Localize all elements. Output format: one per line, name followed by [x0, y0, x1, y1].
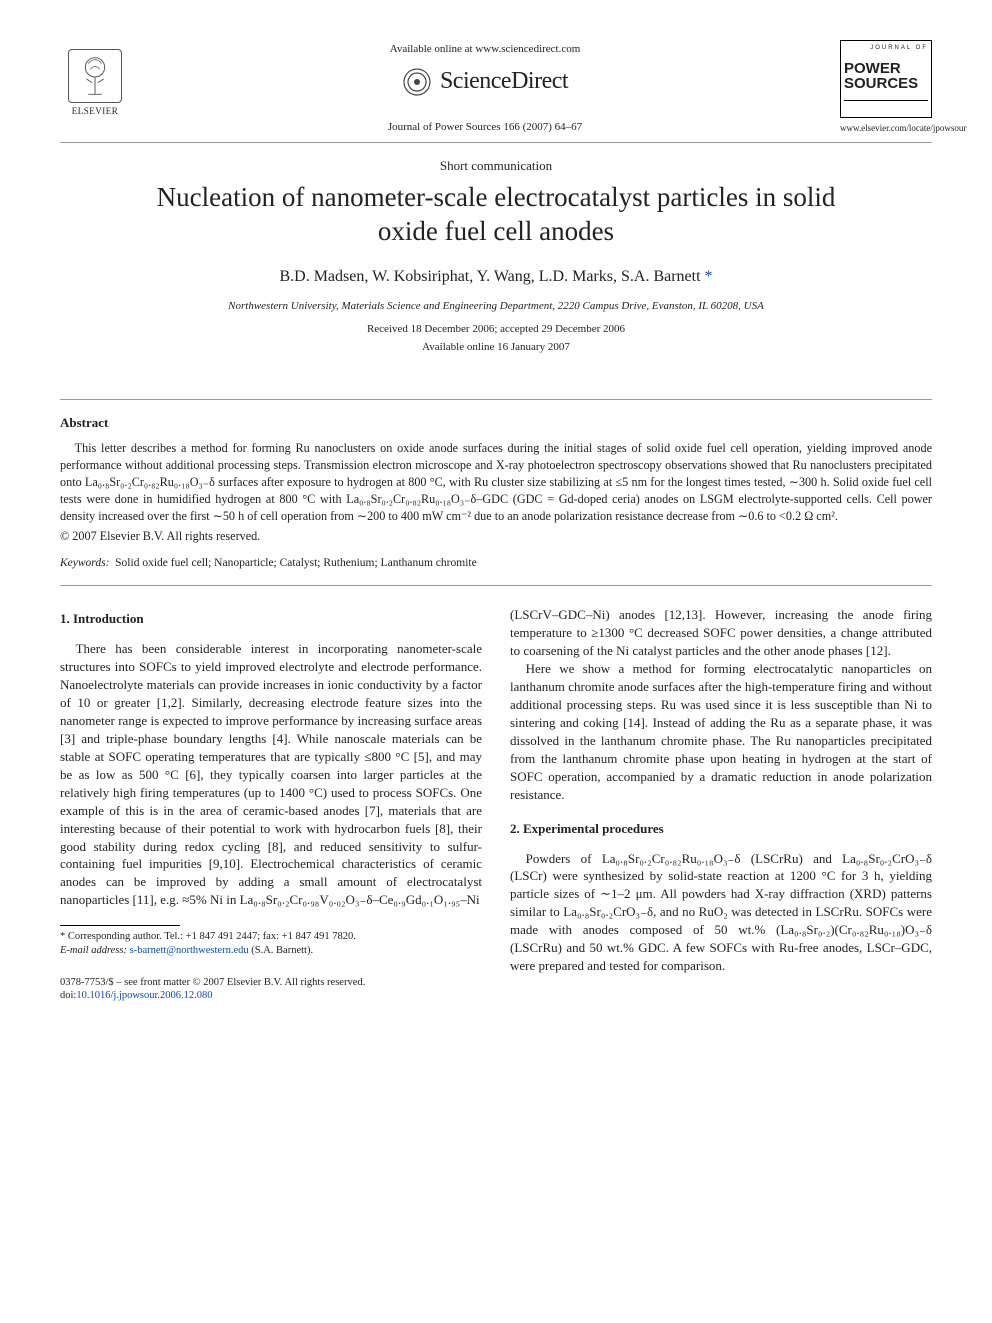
- footnote-rule: [60, 925, 180, 926]
- header-top-row: ELSEVIER Available online at www.science…: [60, 40, 932, 136]
- abstract-copyright: © 2007 Elsevier B.V. All rights reserved…: [60, 528, 932, 545]
- elsevier-tree-icon: [68, 49, 122, 103]
- sciencedirect-swirl-icon: [402, 67, 432, 97]
- sciencedirect-wordmark: ScienceDirect: [440, 65, 568, 99]
- corresponding-author-mark[interactable]: *: [705, 268, 713, 285]
- section-heading-introduction: 1. Introduction: [60, 610, 482, 628]
- experimental-paragraph-1: Powders of La₀.₈Sr₀.₂Cr₀.₈₂Ru₀.₁₈O₃₋δ (L…: [510, 850, 932, 976]
- footnote-email-row: E-mail address: s-barnett@northwestern.e…: [60, 944, 482, 958]
- footnote-email-label: E-mail address:: [60, 945, 127, 956]
- keywords-label: Keywords:: [60, 557, 109, 569]
- journal-logo-title: POWERSOURCES: [844, 61, 928, 91]
- abstract-block: Abstract This letter describes a method …: [60, 399, 932, 586]
- journal-url: www.elsevier.com/locate/jpowsour: [840, 122, 932, 135]
- doi-link[interactable]: 10.1016/j.jpowsour.2006.12.080: [76, 990, 212, 1001]
- received-line: Received 18 December 2006; accepted 29 D…: [60, 322, 932, 337]
- right-column: (LSCrV–GDC–Ni) anodes [12,13]. However, …: [510, 606, 932, 1003]
- journal-logo: JOURNAL OF POWERSOURCES www.elsevier.com…: [840, 40, 932, 135]
- journal-logo-box: JOURNAL OF POWERSOURCES: [840, 40, 932, 118]
- doi-line: doi:10.1016/j.jpowsour.2006.12.080: [60, 989, 482, 1003]
- corresponding-footnote: * Corresponding author. Tel.: +1 847 491…: [60, 930, 482, 957]
- journal-logo-overline: JOURNAL OF: [844, 44, 928, 52]
- author-list: B.D. Madsen, W. Kobsiriphat, Y. Wang, L.…: [60, 266, 932, 288]
- sciencedirect-logo: ScienceDirect: [402, 65, 568, 99]
- doi-prefix: doi:: [60, 990, 76, 1001]
- issn-copyright-line: 0378-7753/$ – see front matter © 2007 El…: [60, 976, 482, 990]
- intro-paragraph-2: Here we show a method for forming electr…: [510, 660, 932, 804]
- publisher-logo: ELSEVIER: [60, 40, 130, 118]
- publisher-name: ELSEVIER: [72, 105, 119, 118]
- intro-paragraph-1-continued: (LSCrV–GDC–Ni) anodes [12,13]. However, …: [510, 606, 932, 660]
- affiliation: Northwestern University, Materials Scien…: [60, 299, 932, 314]
- header-center: Available online at www.sciencedirect.co…: [130, 40, 840, 136]
- article-header: ELSEVIER Available online at www.science…: [60, 40, 932, 385]
- article-title: Nucleation of nanometer-scale electrocat…: [130, 181, 862, 249]
- abstract-heading: Abstract: [60, 414, 932, 432]
- front-matter-meta: 0378-7753/$ – see front matter © 2007 El…: [60, 976, 482, 1003]
- footnote-contact: * Corresponding author. Tel.: +1 847 491…: [60, 930, 482, 944]
- left-column: 1. Introduction There has been considera…: [60, 606, 482, 1003]
- header-divider: [60, 142, 932, 143]
- body-columns: 1. Introduction There has been considera…: [60, 606, 932, 1003]
- footnote-email-tail: (S.A. Barnett).: [251, 945, 313, 956]
- available-online-text: Available online at www.sciencedirect.co…: [130, 42, 840, 57]
- keywords-line: Keywords: Solid oxide fuel cell; Nanopar…: [60, 555, 932, 571]
- footnote-email-link[interactable]: s-barnett@northwestern.edu: [130, 945, 249, 956]
- authors-names: B.D. Madsen, W. Kobsiriphat, Y. Wang, L.…: [279, 268, 700, 285]
- abstract-text: This letter describes a method for formi…: [60, 440, 932, 524]
- abstract-body: This letter describes a method for formi…: [60, 440, 932, 545]
- keywords-values: Solid oxide fuel cell; Nanoparticle; Cat…: [115, 557, 477, 569]
- section-heading-experimental: 2. Experimental procedures: [510, 820, 932, 838]
- intro-paragraph-1: There has been considerable interest in …: [60, 640, 482, 909]
- online-line: Available online 16 January 2007: [60, 340, 932, 355]
- article-type: Short communication: [60, 157, 932, 175]
- journal-citation: Journal of Power Sources 166 (2007) 64–6…: [130, 120, 840, 135]
